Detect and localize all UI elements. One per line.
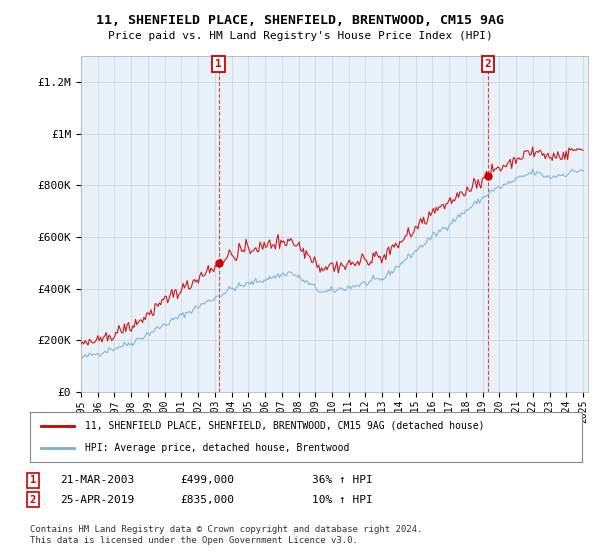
- Text: 11, SHENFIELD PLACE, SHENFIELD, BRENTWOOD, CM15 9AG: 11, SHENFIELD PLACE, SHENFIELD, BRENTWOO…: [96, 14, 504, 27]
- Text: Price paid vs. HM Land Registry's House Price Index (HPI): Price paid vs. HM Land Registry's House …: [107, 31, 493, 41]
- Text: 21-MAR-2003: 21-MAR-2003: [60, 475, 134, 486]
- Text: Contains HM Land Registry data © Crown copyright and database right 2024.
This d: Contains HM Land Registry data © Crown c…: [30, 525, 422, 545]
- Text: 1: 1: [30, 475, 36, 486]
- Text: 1: 1: [215, 59, 222, 69]
- Text: £835,000: £835,000: [180, 494, 234, 505]
- Text: 36% ↑ HPI: 36% ↑ HPI: [312, 475, 373, 486]
- Text: HPI: Average price, detached house, Brentwood: HPI: Average price, detached house, Bren…: [85, 443, 350, 453]
- Text: 10% ↑ HPI: 10% ↑ HPI: [312, 494, 373, 505]
- Text: 25-APR-2019: 25-APR-2019: [60, 494, 134, 505]
- Text: 2: 2: [30, 494, 36, 505]
- Text: £499,000: £499,000: [180, 475, 234, 486]
- Text: 11, SHENFIELD PLACE, SHENFIELD, BRENTWOOD, CM15 9AG (detached house): 11, SHENFIELD PLACE, SHENFIELD, BRENTWOO…: [85, 421, 485, 431]
- Text: 2: 2: [485, 59, 491, 69]
